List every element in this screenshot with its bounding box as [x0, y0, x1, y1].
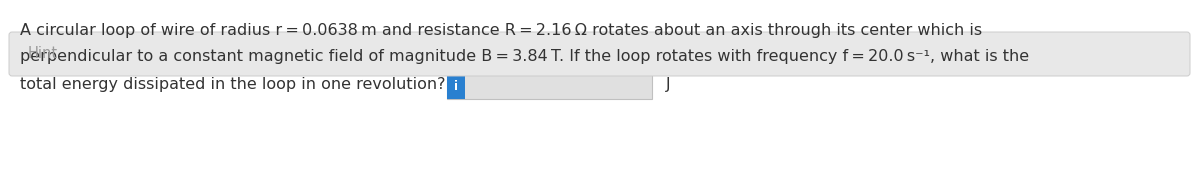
Text: perpendicular to a constant magnetic field of magnitude B = 3.84 T. If the loop : perpendicular to a constant magnetic fie…: [20, 50, 1030, 65]
Text: A circular loop of wire of radius r = 0.0638 m and resistance R = 2.16 Ω rotates: A circular loop of wire of radius r = 0.…: [20, 22, 982, 37]
Text: Hint: Hint: [28, 46, 58, 61]
Text: total energy dissipated in the loop in one revolution?: total energy dissipated in the loop in o…: [20, 76, 445, 92]
Bar: [446, 73, 652, 99]
Bar: [446, 73, 466, 99]
Text: J: J: [666, 76, 671, 92]
FancyBboxPatch shape: [10, 32, 1190, 76]
Text: i: i: [454, 79, 458, 93]
